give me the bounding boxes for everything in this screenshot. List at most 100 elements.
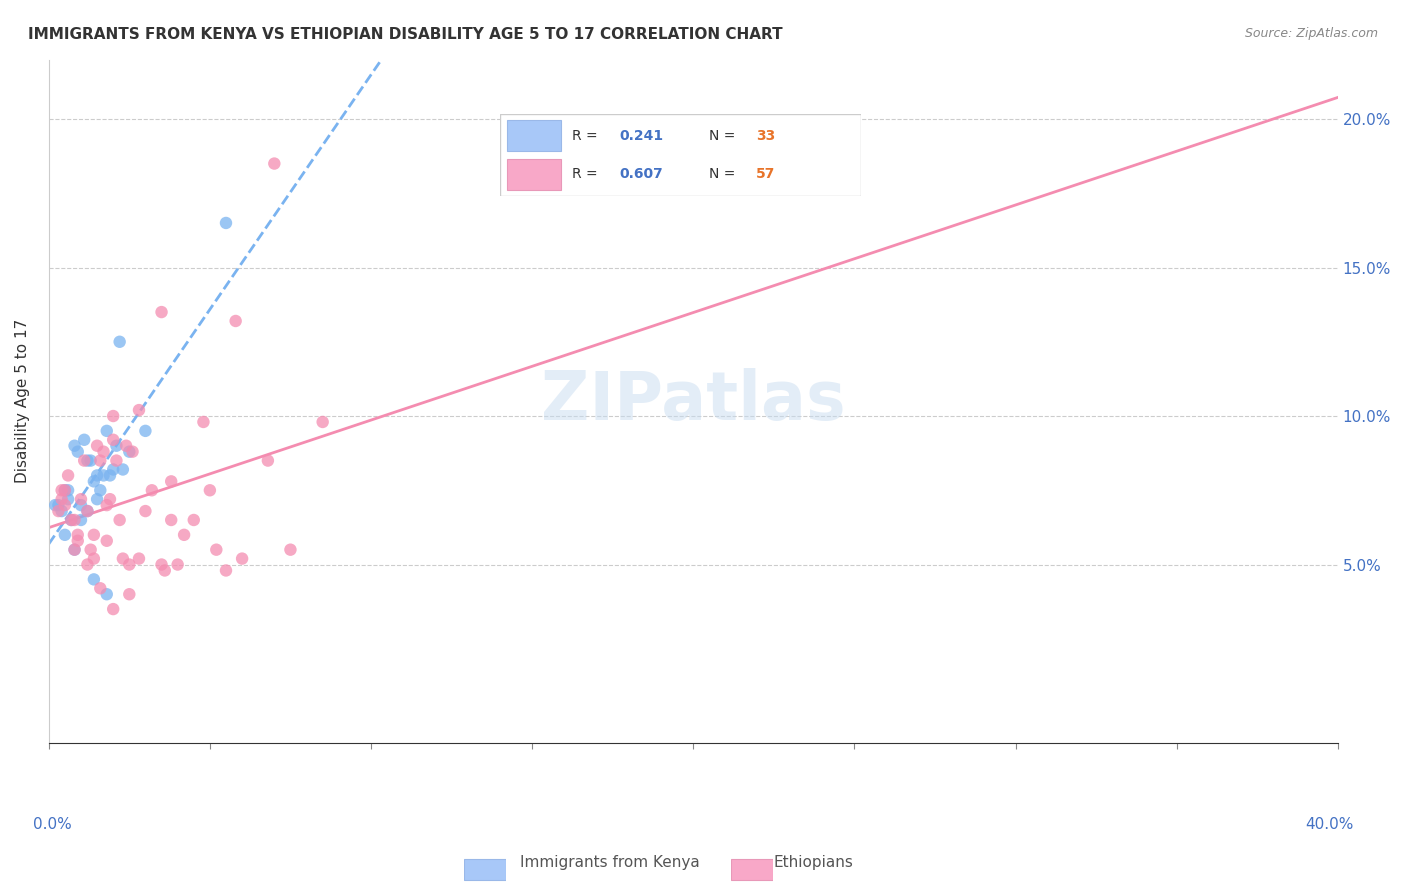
Point <box>96 587 118 601</box>
Point <box>198 483 221 498</box>
Point <box>89 483 111 498</box>
Point <box>153 564 176 578</box>
Point <box>103 602 125 616</box>
Point <box>103 409 125 423</box>
Point <box>118 587 141 601</box>
Point <box>150 305 173 319</box>
Point <box>66 528 89 542</box>
Text: 0.0%: 0.0% <box>32 817 72 832</box>
Point <box>83 573 105 587</box>
Point <box>128 551 150 566</box>
Point <box>121 444 143 458</box>
Point <box>66 533 89 548</box>
Point <box>44 498 66 512</box>
Point <box>51 492 73 507</box>
Point <box>134 504 156 518</box>
Point <box>166 558 188 572</box>
Point <box>103 433 125 447</box>
Point <box>86 492 108 507</box>
Point <box>76 558 98 572</box>
Point <box>53 483 76 498</box>
Point <box>48 498 70 512</box>
Point <box>63 542 86 557</box>
Point <box>66 444 89 458</box>
Point <box>79 453 101 467</box>
Point <box>98 468 121 483</box>
Point <box>53 528 76 542</box>
Point <box>60 513 83 527</box>
Point <box>76 504 98 518</box>
Point <box>79 542 101 557</box>
Text: IMMIGRANTS FROM KENYA VS ETHIOPIAN DISABILITY AGE 5 TO 17 CORRELATION CHART: IMMIGRANTS FROM KENYA VS ETHIOPIAN DISAB… <box>28 27 783 42</box>
Point <box>134 424 156 438</box>
Point <box>60 513 83 527</box>
Text: 40.0%: 40.0% <box>1306 817 1354 832</box>
Text: ZIPatlas: ZIPatlas <box>541 368 845 434</box>
Point <box>48 504 70 518</box>
Point <box>76 504 98 518</box>
Text: Immigrants from Kenya: Immigrants from Kenya <box>520 855 700 870</box>
Point <box>150 558 173 572</box>
Point <box>51 483 73 498</box>
Point <box>115 439 138 453</box>
Point <box>118 558 141 572</box>
Point <box>231 551 253 566</box>
Point <box>86 468 108 483</box>
Point <box>96 498 118 512</box>
Point <box>86 439 108 453</box>
Point <box>70 492 93 507</box>
Point <box>311 415 333 429</box>
Point <box>128 403 150 417</box>
Point <box>56 468 79 483</box>
Bar <box>464 859 506 880</box>
Point <box>215 216 238 230</box>
Point <box>257 453 280 467</box>
Point <box>76 453 98 467</box>
Text: Ethiopians: Ethiopians <box>773 855 853 870</box>
Bar <box>731 859 773 880</box>
Point <box>70 513 93 527</box>
Point <box>225 314 247 328</box>
Point <box>73 453 96 467</box>
Point <box>160 513 183 527</box>
Point <box>183 513 205 527</box>
Point <box>280 542 302 557</box>
Point <box>111 462 134 476</box>
Point <box>173 528 195 542</box>
Point <box>73 433 96 447</box>
Point <box>89 582 111 596</box>
Text: Source: ZipAtlas.com: Source: ZipAtlas.com <box>1244 27 1378 40</box>
Point <box>96 424 118 438</box>
Point <box>118 444 141 458</box>
Point <box>215 564 238 578</box>
Point <box>263 156 285 170</box>
Point <box>111 551 134 566</box>
Point <box>89 453 111 467</box>
Point <box>56 483 79 498</box>
Point <box>193 415 215 429</box>
Point <box>105 453 128 467</box>
Point <box>56 492 79 507</box>
Point <box>63 513 86 527</box>
Point <box>108 513 131 527</box>
Point <box>70 498 93 512</box>
Point <box>108 334 131 349</box>
Point <box>93 468 115 483</box>
Point <box>83 528 105 542</box>
Point <box>63 542 86 557</box>
Point <box>160 475 183 489</box>
Point <box>98 492 121 507</box>
Point <box>141 483 163 498</box>
Point <box>96 533 118 548</box>
Point <box>93 444 115 458</box>
Point <box>105 439 128 453</box>
Point <box>205 542 228 557</box>
Y-axis label: Disability Age 5 to 17: Disability Age 5 to 17 <box>15 319 30 483</box>
Point <box>53 483 76 498</box>
Point <box>63 439 86 453</box>
Point <box>103 462 125 476</box>
Point <box>53 498 76 512</box>
Point <box>51 504 73 518</box>
Point <box>83 475 105 489</box>
Point <box>83 551 105 566</box>
